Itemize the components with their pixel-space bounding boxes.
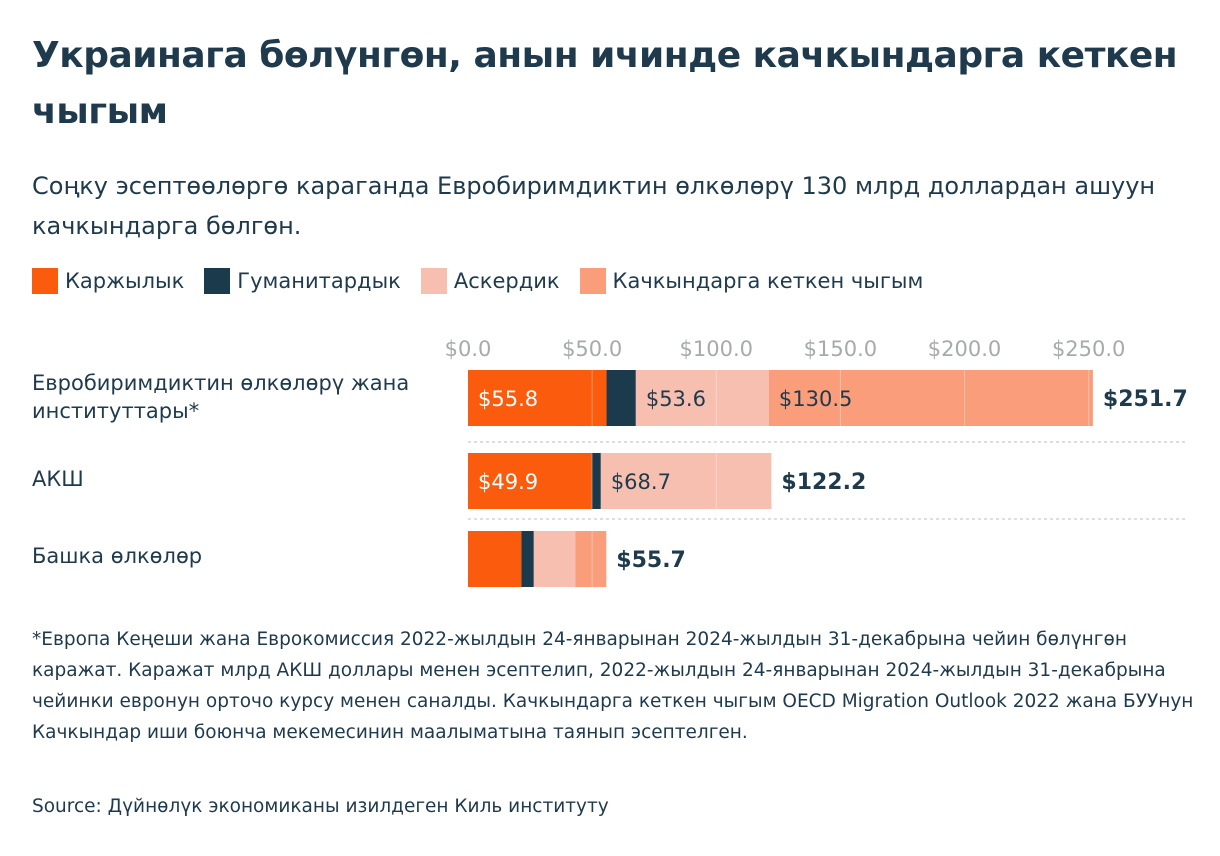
total-label-2: $55.7 [616, 548, 686, 573]
bar-0-financial [468, 370, 607, 426]
bar-label-0-financial: $55.8 [478, 387, 538, 411]
category-label-0-line-1: институттары* [32, 399, 199, 423]
legend-label-military: Аскердик [453, 269, 560, 293]
bar-0-military [635, 370, 769, 426]
tick-label-1: $50.0 [562, 337, 622, 361]
bar-0-refugee-costs [768, 370, 1093, 426]
footnote: *Европа Кеңеши жана Еврокомиссия 2022-жы… [32, 629, 1194, 743]
legend-swatch-military [420, 268, 447, 294]
category-label-0-line-0: Евробиримдиктин өлкөлөрү жана [32, 371, 409, 395]
legend-label-humanitarian: Гуманитардык [237, 269, 401, 293]
legend-item-refugee-costs: Качкындарга кеткен чыгым [579, 268, 924, 294]
legend-swatch-refugee-costs [579, 268, 606, 294]
bar-0-humanitarian [606, 370, 636, 426]
total-label-0: $251.7 [1103, 387, 1188, 412]
bar-label-1-financial: $49.9 [478, 470, 538, 494]
category-label-1: АКШ [32, 467, 84, 491]
bar-2-humanitarian [521, 531, 534, 587]
bar-label-0-military: $53.6 [646, 387, 706, 411]
tick-label-3: $150.0 [804, 337, 877, 361]
tick-label-4: $200.0 [928, 337, 1001, 361]
category-label-2: Башка өлкөлөр [32, 544, 202, 568]
legend-item-military: Аскердик [420, 268, 560, 294]
legend-item-financial: Каржылык [32, 268, 184, 294]
bar-2-refugee-costs [575, 531, 607, 587]
bar-label-1-military: $68.7 [611, 470, 671, 494]
legend-swatch-humanitarian [204, 268, 231, 294]
tick-label-0: $0.0 [445, 337, 492, 361]
tick-label-5: $250.0 [1052, 337, 1125, 361]
bar-1-humanitarian [591, 453, 601, 509]
tick-label-2: $100.0 [680, 337, 753, 361]
legend-label-financial: Каржылык [65, 269, 185, 293]
bar-chart: $0.0 $50.0 $100.0 $150.0 $200.0 $250.0 Евробир… [32, 337, 1188, 587]
chart-title: Украинага бөлүнгөн, анын ичинде качкында… [32, 35, 1178, 132]
chart-subtitle: Соңку эсептөөлөргө караганда Евробиримди… [32, 172, 1156, 240]
legend-item-humanitarian: Гуманитардык [204, 268, 401, 294]
bar-2-financial [468, 531, 522, 587]
total-label-1: $122.2 [781, 470, 866, 495]
source-note: Source: Дүйнөлүк экономиканы изилдеген К… [32, 796, 609, 817]
legend-label-refugee-costs: Качкындарга кеткен чыгым [612, 269, 924, 293]
bar-1-financial [468, 453, 592, 509]
bar-1-military [600, 453, 772, 509]
bar-label-0-refugee-costs: $130.5 [779, 387, 852, 411]
bar-2-military [533, 531, 576, 587]
legend: Каржылык Гуманитардык Аскердик Качкындар… [32, 268, 943, 294]
legend-swatch-financial [32, 268, 58, 294]
